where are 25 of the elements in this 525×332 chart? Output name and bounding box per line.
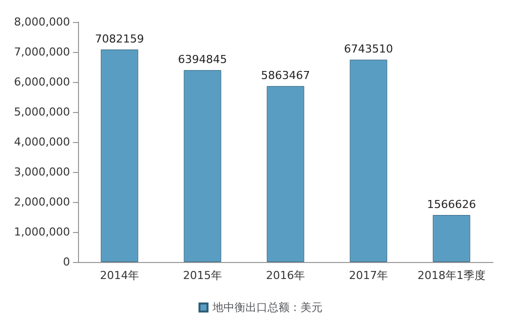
bar [350, 60, 388, 262]
y-tick-label: 6,000,000 [14, 76, 70, 88]
y-tick-label: 4,000,000 [14, 136, 70, 148]
data-label: 6743510 [344, 42, 393, 56]
x-tick-label: 2018年1季度 [418, 269, 486, 282]
data-label: 5863467 [261, 69, 310, 82]
y-tick-label: 7,000,000 [14, 46, 70, 58]
y-tick-label: 2,000,000 [14, 196, 70, 208]
legend-label: 地中衡出口总额：美元 [212, 301, 322, 314]
bar [184, 70, 222, 262]
y-tick-label: 8,000,000 [14, 16, 70, 28]
x-tick-label: 2015年 [183, 269, 222, 282]
y-tick-label: 5,000,000 [14, 106, 70, 118]
bar [100, 50, 138, 262]
data-label: 7082159 [95, 32, 144, 46]
data-label: 1566626 [427, 198, 476, 211]
y-tick-label: 1,000,000 [14, 226, 70, 238]
x-tick-label: 2017年 [349, 269, 388, 282]
y-tick-label: 0 [63, 256, 70, 268]
y-tick-label: 3,000,000 [14, 166, 70, 178]
bar [432, 215, 470, 262]
x-tick-label: 2016年 [266, 269, 305, 282]
data-label: 6394845 [178, 53, 227, 66]
x-tick-label: 2014年 [100, 269, 139, 282]
bar [266, 86, 304, 262]
